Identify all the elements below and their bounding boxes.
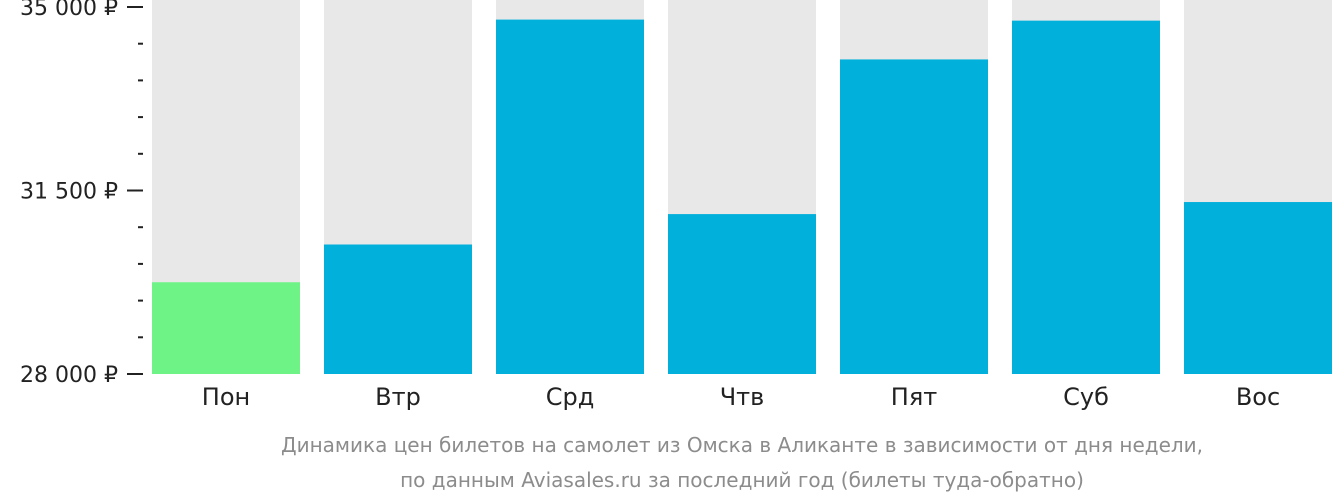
y-axis: 28 000 ₽ 31 500 ₽ 35 000 ₽: [20, 0, 143, 388]
chart-caption-line-1: Динамика цен билетов на самолет из Омска…: [281, 433, 1203, 457]
x-tick-label-0: Пон: [202, 383, 250, 411]
x-tick-label-3: Чтв: [720, 383, 765, 411]
y-tick-label-0: 28 000 ₽: [20, 363, 118, 388]
bar-6: [1184, 202, 1332, 374]
y-tick-label-2: 35 000 ₽: [20, 0, 118, 21]
x-axis-labels: Пон Втр Срд Чтв Пят Суб Вос: [202, 383, 1280, 411]
x-tick-label-2: Срд: [546, 383, 595, 411]
bar-2: [496, 19, 644, 375]
bar-5: [1012, 20, 1160, 374]
bar-0: [152, 282, 300, 374]
x-tick-label-4: Пят: [891, 383, 937, 411]
x-tick-label-1: Втр: [375, 383, 421, 411]
bar-4: [840, 59, 988, 375]
y-tick-label-1: 31 500 ₽: [20, 180, 118, 205]
bar-3: [668, 214, 816, 374]
x-tick-label-6: Вос: [1236, 383, 1280, 411]
chart-caption-line-2: по данным Aviasales.ru за последний год …: [400, 468, 1084, 492]
bar-1: [324, 244, 472, 374]
bars: [152, 19, 1332, 375]
x-tick-label-5: Суб: [1063, 383, 1109, 411]
